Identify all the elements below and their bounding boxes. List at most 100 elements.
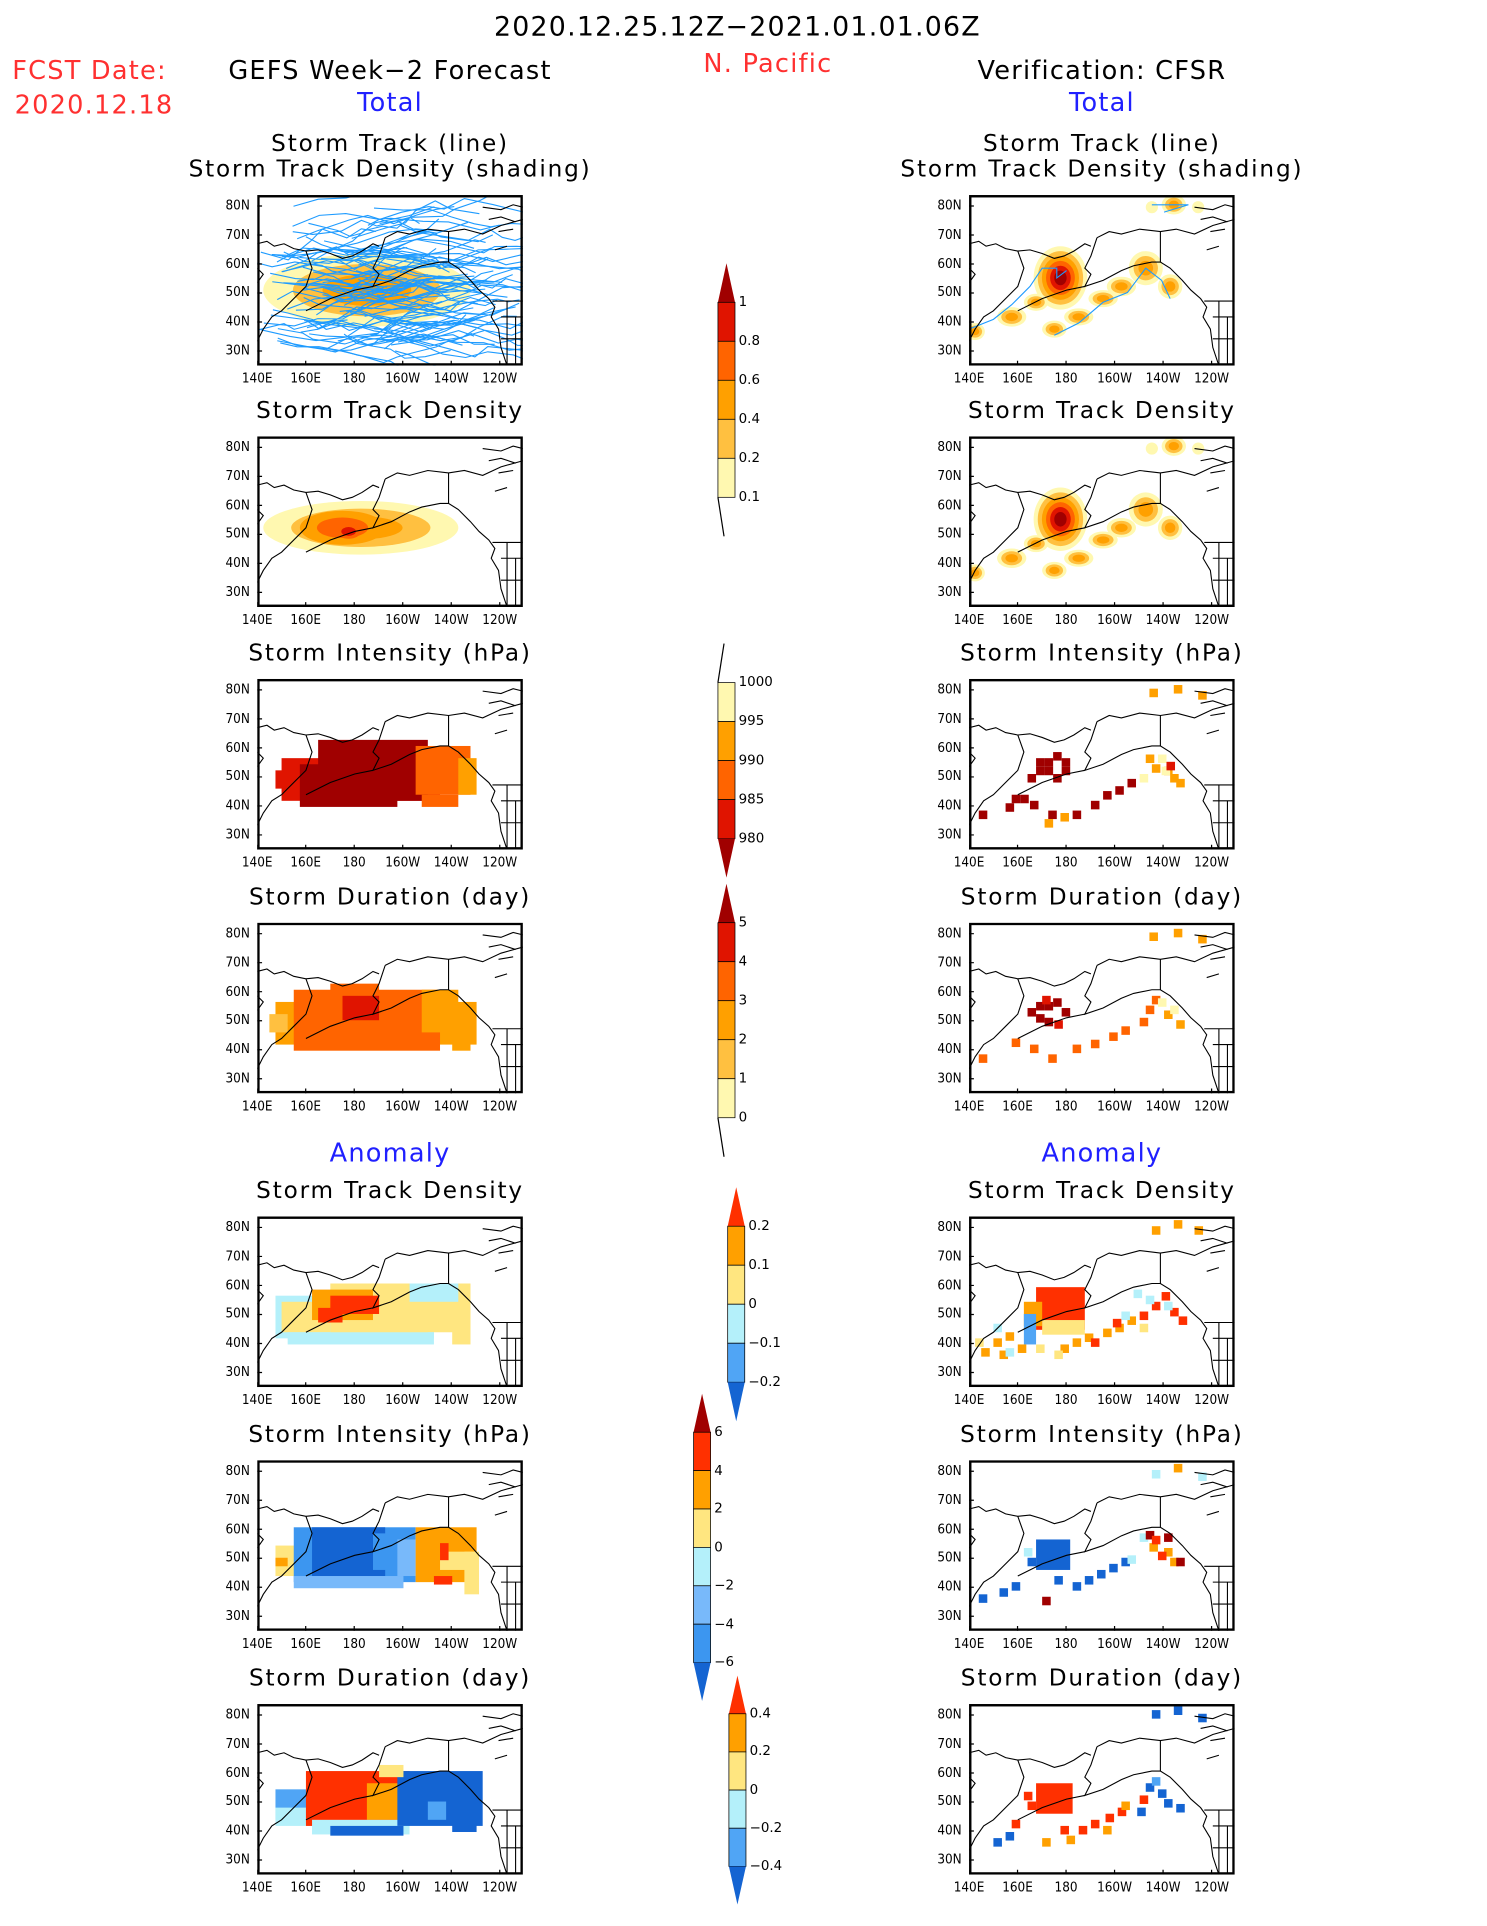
verification-panel-subtitle: Storm Track Density (shading)	[900, 156, 1304, 183]
verification-title: Verification: CFSR	[977, 56, 1227, 86]
shading-layer	[257, 195, 523, 366]
lon-tick-label: 120W	[1194, 1098, 1230, 1115]
grid-cell	[1023, 1548, 1033, 1557]
grid-cell	[1173, 1220, 1183, 1229]
grid-cell	[299, 764, 398, 807]
forecast-panel-title: Storm Duration (day)	[248, 883, 532, 911]
grid-cell	[1127, 1316, 1137, 1325]
forecast-map	[257, 1460, 523, 1631]
grid-cell	[1115, 1323, 1124, 1333]
grid-cell	[1042, 1838, 1051, 1847]
lat-tick-label: 30N	[937, 342, 962, 359]
lon-tick-label: 120W	[1194, 370, 1230, 387]
grid-cell	[1036, 1344, 1045, 1353]
colorbar-lower-extension	[727, 1382, 745, 1422]
verification-panel-title: Storm Intensity (hPa)	[960, 639, 1244, 667]
grid-cell	[1103, 791, 1112, 800]
grid-cell	[1054, 1350, 1063, 1360]
lat-tick-label: 50N	[937, 284, 962, 301]
grid-cell	[1151, 1301, 1161, 1311]
grid-cell	[993, 1838, 1002, 1847]
lon-tick-label: 180	[342, 370, 366, 387]
lon-tick-label: 160W	[1097, 1635, 1133, 1652]
verification-panel-title: Storm Track Density	[968, 1177, 1236, 1205]
lat-tick-label: 30N	[937, 1363, 962, 1380]
verification-map	[969, 195, 1235, 366]
grid-cell	[1005, 1332, 1015, 1341]
storm-track-line	[353, 259, 441, 278]
track-density-colorbar	[717, 263, 736, 537]
verification-map	[969, 678, 1235, 850]
lon-tick-label: 140W	[433, 1391, 469, 1408]
storm-track-line	[395, 350, 436, 366]
lon-tick-label: 120W	[482, 370, 518, 387]
grid-cell	[1054, 1576, 1063, 1585]
lon-tick-label: 180	[1054, 370, 1078, 387]
storm-track-line	[293, 195, 360, 207]
verification-anomaly-label: Anomaly	[1041, 1138, 1163, 1168]
lon-tick-label: 160W	[1097, 370, 1133, 387]
lat-tick-label: 80N	[937, 197, 962, 214]
grid-cell	[1103, 1328, 1112, 1338]
lon-tick-label: 160W	[385, 611, 421, 628]
lon-tick-label: 180	[342, 854, 366, 871]
lat-tick-label: 40N	[937, 1334, 962, 1351]
grid-cell	[1170, 1557, 1179, 1567]
colorbar-segment	[717, 379, 736, 420]
colorbar-label: 990	[738, 752, 765, 768]
lon-tick-label: 140W	[433, 1098, 469, 1115]
lat-tick-label: 70N	[937, 1491, 962, 1508]
lat-tick-label: 30N	[225, 826, 250, 843]
grid-cell	[1139, 1311, 1149, 1321]
lon-tick-label: 140E	[241, 854, 273, 871]
lat-tick-label: 50N	[937, 1012, 962, 1029]
grid-cell	[452, 1307, 471, 1345]
lat-tick-label: 40N	[937, 554, 962, 571]
colorbar-label: 0.8	[738, 332, 760, 349]
grid-cell	[1023, 1791, 1033, 1801]
lat-tick-label: 50N	[225, 1012, 250, 1029]
grid-cell	[1151, 1777, 1161, 1786]
lat-tick-label: 80N	[937, 681, 962, 698]
density-shading	[1096, 294, 1110, 303]
shading-layer	[969, 436, 1205, 582]
grid-cell	[1090, 1819, 1100, 1829]
lat-tick-label: 60N	[937, 255, 962, 272]
lat-tick-label: 70N	[225, 226, 250, 243]
grid-cell	[1139, 774, 1149, 783]
colorbar-label: −0.2	[748, 1373, 781, 1390]
lon-tick-label: 160W	[1097, 854, 1133, 871]
verification-map	[969, 1460, 1235, 1631]
grid-cell	[458, 758, 477, 795]
map-frame	[969, 1704, 1235, 1875]
lon-tick-label: 120W	[482, 1879, 518, 1896]
colorbar-label: −6	[714, 1654, 735, 1670]
storm-track-line	[322, 256, 423, 284]
storm-track-line	[346, 310, 517, 333]
colorbar-segment	[717, 340, 736, 381]
lon-tick-label: 180	[1054, 1635, 1078, 1652]
coastline	[969, 445, 1235, 608]
storm-track-line	[343, 333, 451, 359]
verification-map	[969, 1704, 1235, 1875]
lon-tick-label: 180	[1054, 1391, 1078, 1408]
lon-tick-label: 140E	[241, 611, 273, 628]
lat-tick-label: 70N	[225, 710, 250, 727]
grid-cell	[1178, 1316, 1188, 1325]
colorbar-segment	[717, 301, 736, 342]
colorbar-label: 1000	[738, 674, 773, 690]
lon-tick-label: 160W	[385, 1391, 421, 1408]
lat-tick-label: 40N	[225, 1334, 250, 1351]
map-frame	[969, 1460, 1235, 1631]
lat-tick-label: 50N	[225, 768, 250, 785]
grid-cell	[1036, 1001, 1045, 1011]
grid-cell	[1011, 1819, 1021, 1829]
storm-track-line	[325, 320, 438, 350]
map-frame	[257, 678, 523, 850]
lat-tick-label: 60N	[937, 739, 962, 756]
lon-tick-label: 120W	[482, 854, 518, 871]
grid-cell	[1121, 1801, 1130, 1811]
colorbar-label: 0.1	[738, 488, 760, 505]
lat-tick-label: 70N	[937, 467, 962, 484]
grid-cell	[1145, 1783, 1155, 1792]
